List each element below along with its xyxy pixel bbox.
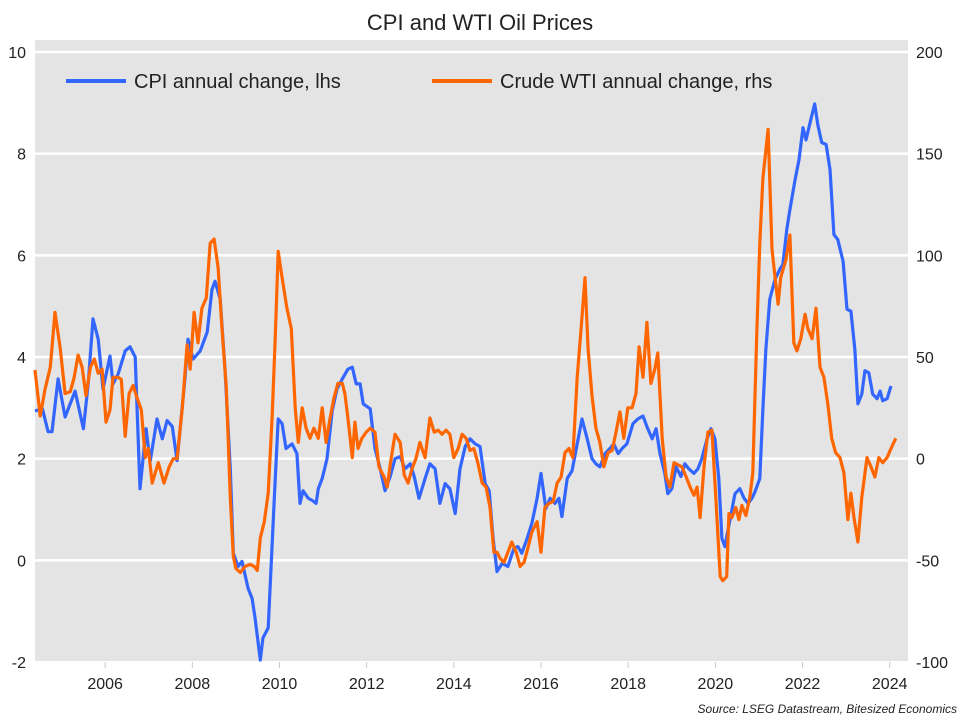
- y-left-tick-label: 2: [17, 452, 26, 469]
- y-left-tick-label: 6: [17, 248, 26, 265]
- series-lines: [33, 102, 898, 662]
- legend-label-wti: Crude WTI annual change, rhs: [500, 71, 772, 93]
- y-left-tick-label: 0: [17, 553, 26, 570]
- y-right-tick-label: 100: [916, 248, 943, 265]
- x-tick-label: 2020: [698, 676, 734, 693]
- gridlines: [35, 50, 908, 562]
- y-right-tick-label: 50: [916, 350, 934, 367]
- legend: CPI annual change, lhs Crude WTI annual …: [66, 71, 772, 93]
- y-left-tick-label: 8: [17, 147, 26, 164]
- x-tick-label: 2012: [349, 676, 385, 693]
- y-left-tick-label: 4: [17, 350, 26, 367]
- plot-area: [35, 40, 908, 662]
- y-right-tick-label: -50: [916, 553, 939, 570]
- x-tick-label: 2010: [262, 676, 298, 693]
- source-note: Source: LSEG Datastream, Bitesized Econo…: [698, 702, 957, 716]
- x-tick-label: 2024: [872, 676, 908, 693]
- y-right-tick-label: 150: [916, 147, 943, 164]
- y-right-tick-label: 200: [916, 45, 943, 62]
- cpi-line: [34, 102, 893, 662]
- y-left-tick-label: 10: [8, 45, 26, 62]
- x-tick-label: 2018: [610, 676, 646, 693]
- axes: -2 0 2 4 6 8 10 -100 -50 0 50 100 150 200 2006 2008 2010…: [8, 45, 948, 693]
- y-right-tick-label: 0: [916, 452, 925, 469]
- x-tick-label: 2006: [87, 676, 123, 693]
- y-left-tick-label: -2: [12, 655, 26, 672]
- chart-title: CPI and WTI Oil Prices: [367, 10, 593, 35]
- y-right-tick-label: -100: [916, 655, 948, 672]
- x-tick-label: 2022: [785, 676, 821, 693]
- x-tick-label: 2014: [436, 676, 472, 693]
- wti-line: [33, 127, 898, 583]
- x-tick-label: 2016: [523, 676, 559, 693]
- x-tick-label: 2008: [175, 676, 211, 693]
- legend-label-cpi: CPI annual change, lhs: [134, 71, 341, 93]
